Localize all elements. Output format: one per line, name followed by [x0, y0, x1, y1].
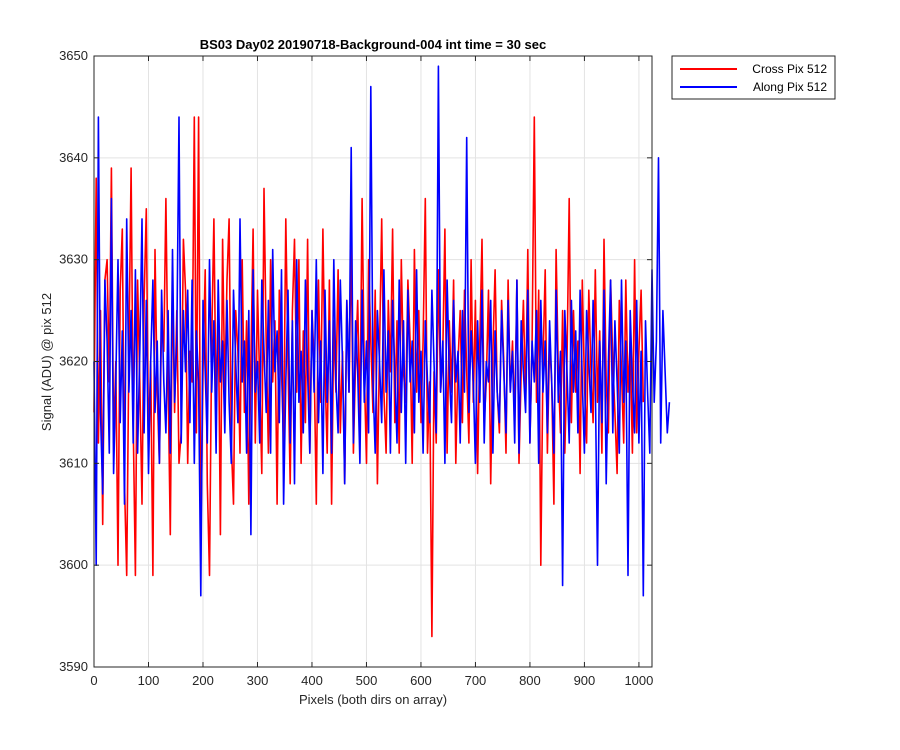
x-tick-label: 700 — [465, 673, 487, 688]
x-tick-label: 900 — [574, 673, 596, 688]
y-tick-label: 3600 — [59, 557, 88, 572]
series-line-along-pix — [93, 65, 671, 597]
x-axis-label: Pixels (both dirs on array) — [299, 692, 447, 707]
x-tick-label: 200 — [192, 673, 214, 688]
legend: Cross Pix 512 Along Pix 512 — [671, 55, 836, 100]
x-tick-label: 800 — [519, 673, 541, 688]
series-layer — [93, 65, 671, 638]
y-tick-label: 3620 — [59, 354, 88, 369]
x-tick-label: 600 — [410, 673, 432, 688]
x-tick-label: 400 — [301, 673, 323, 688]
x-tick-labels: 0 100 200 300 400 500 600 700 800 900 1000 — [90, 673, 653, 688]
x-tick-label: 500 — [356, 673, 378, 688]
legend-label-along: Along Pix 512 — [753, 80, 827, 94]
y-tick-label: 3640 — [59, 150, 88, 165]
y-tick-label: 3610 — [59, 455, 88, 470]
chart-title: BS03 Day02 20190718-Background-004 int t… — [200, 37, 547, 52]
y-tick-label: 3630 — [59, 252, 88, 267]
x-tick-label: 0 — [90, 673, 97, 688]
y-tick-labels: 3590 3600 3610 3620 3630 3640 3650 — [59, 48, 88, 674]
y-tick-label: 3650 — [59, 48, 88, 63]
y-tick-label: 3590 — [59, 659, 88, 674]
legend-label-cross: Cross Pix 512 — [752, 62, 827, 76]
legend-box — [671, 55, 836, 100]
y-axis-label: Signal (ADU) @ pix 512 — [39, 293, 54, 431]
x-tick-label: 100 — [138, 673, 160, 688]
axis-ticks — [93, 55, 652, 668]
x-tick-label: 300 — [247, 673, 269, 688]
x-tick-label: 1000 — [624, 673, 653, 688]
